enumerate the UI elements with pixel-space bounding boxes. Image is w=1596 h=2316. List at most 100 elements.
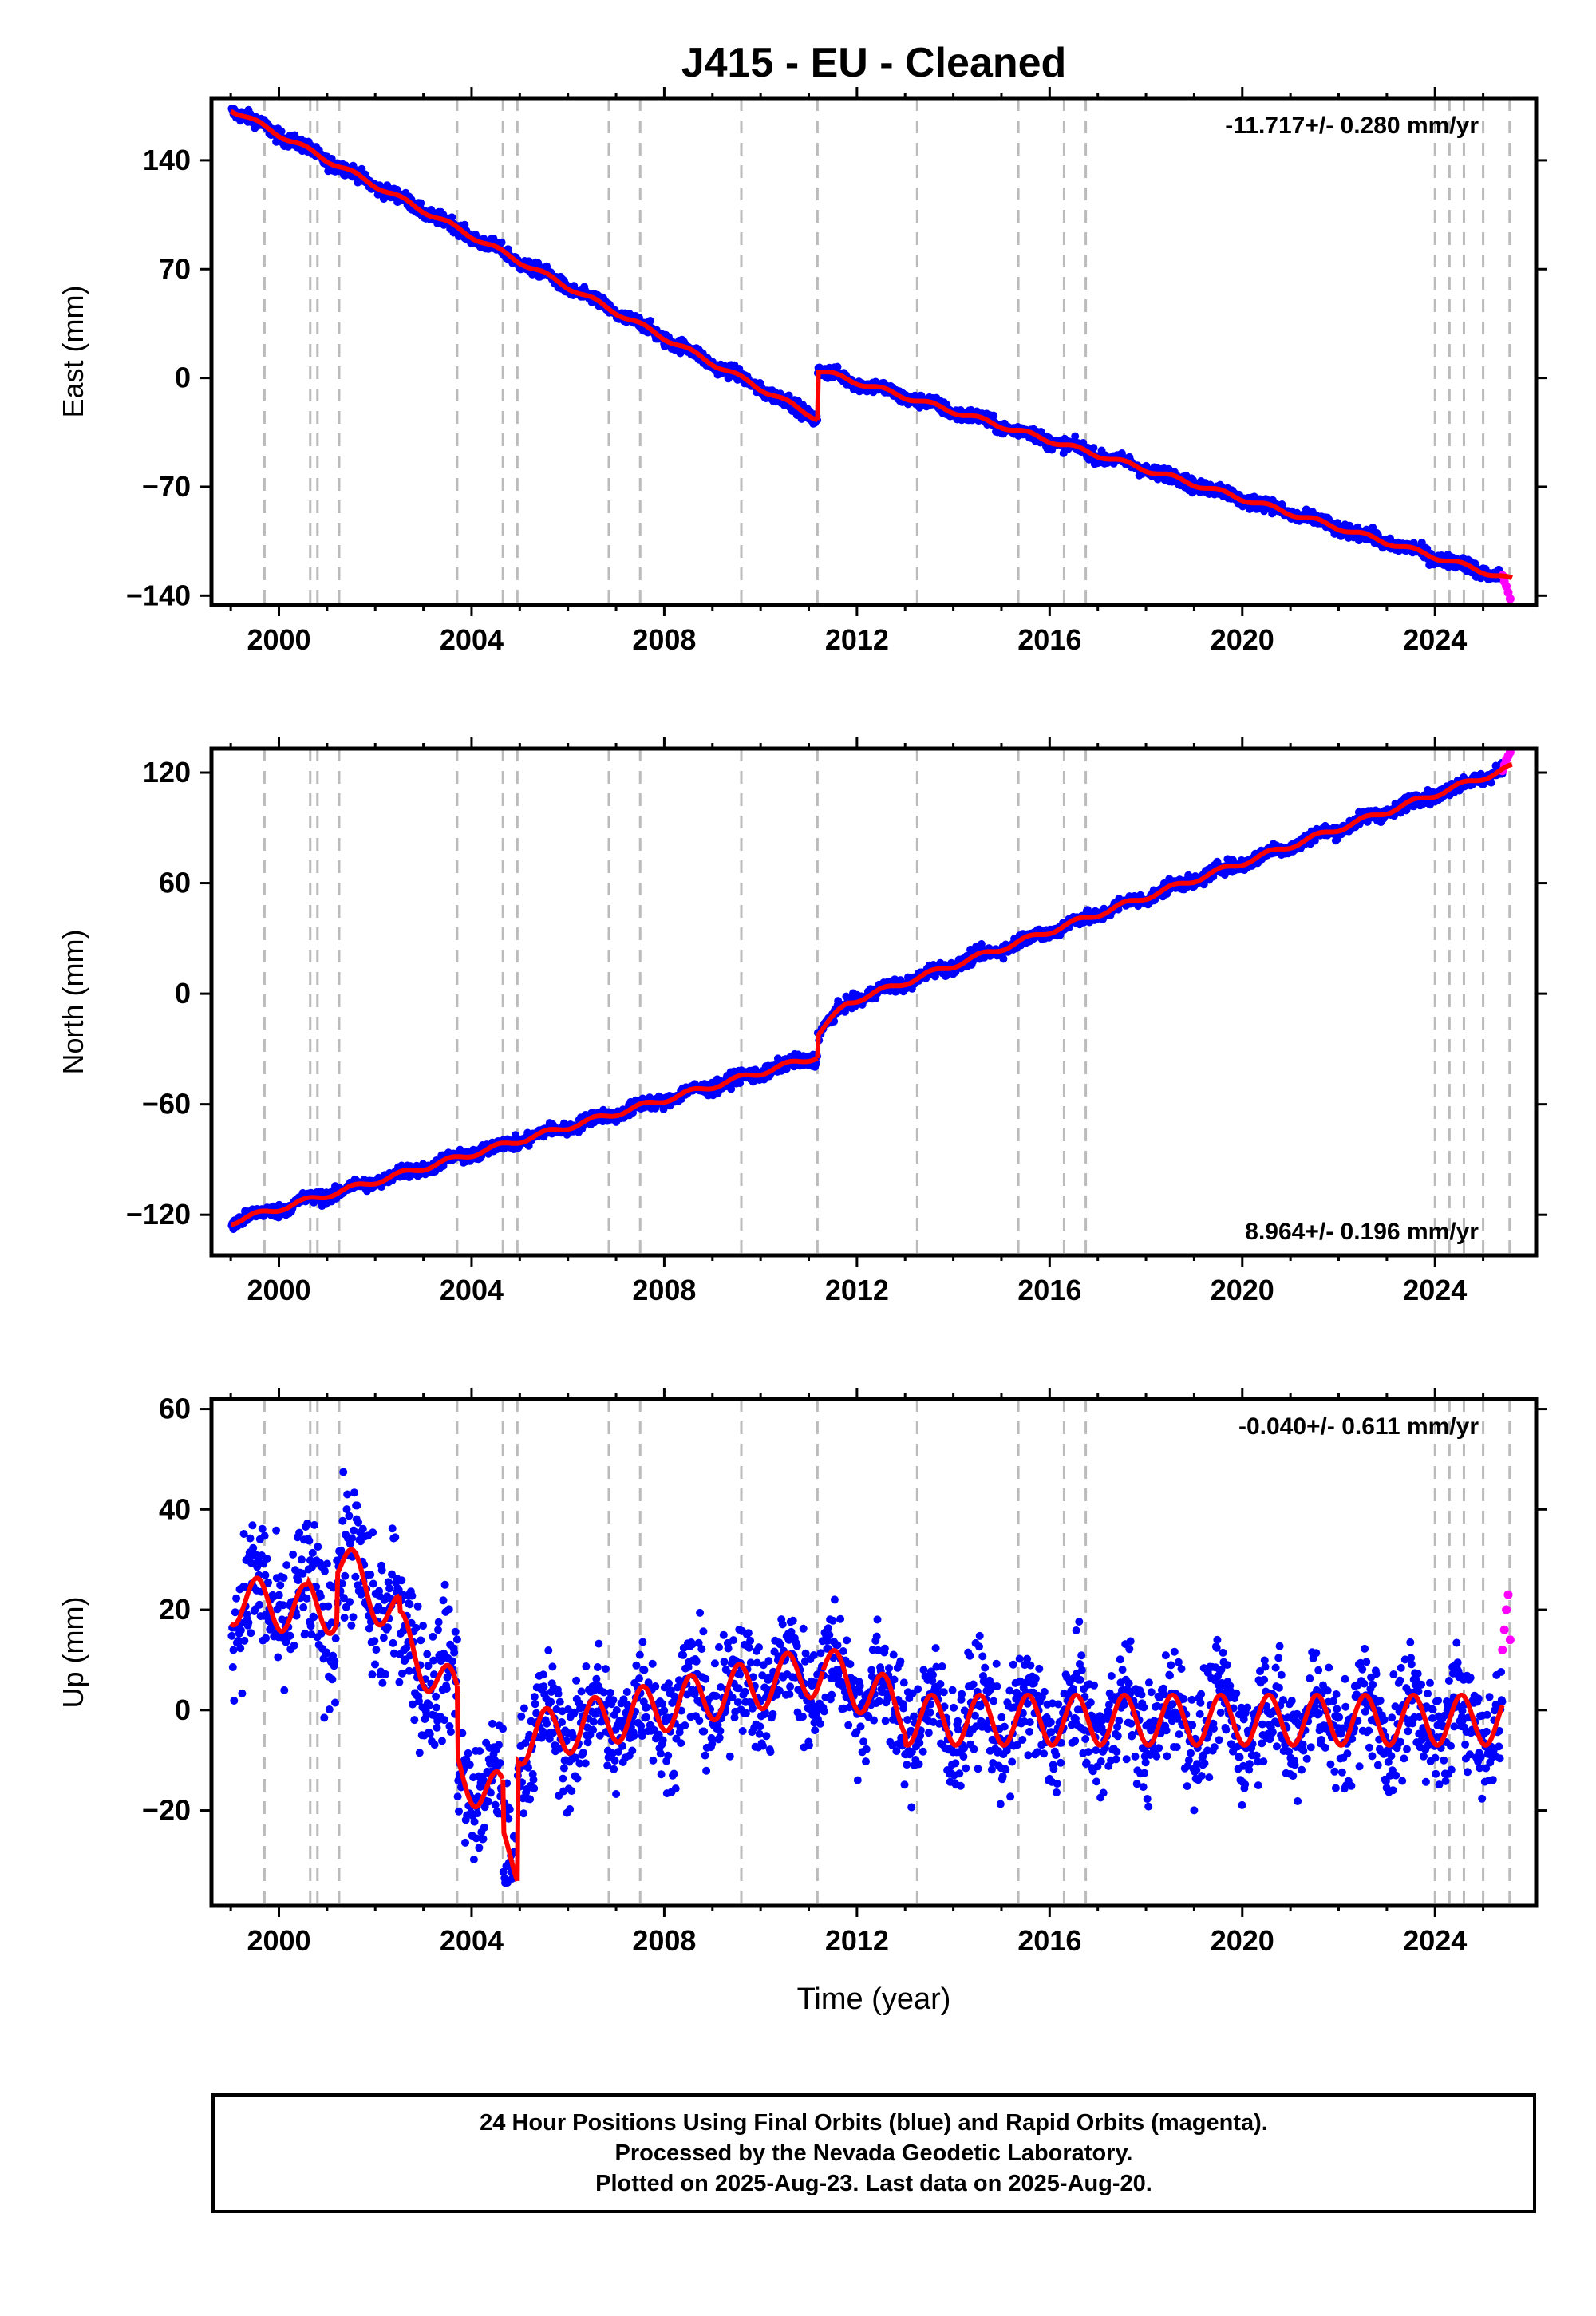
data-point	[350, 1488, 358, 1497]
data-point	[423, 1650, 432, 1658]
data-point	[425, 1701, 434, 1709]
data-point	[398, 1669, 406, 1678]
data-point	[298, 1555, 306, 1564]
model-fit-line	[847, 761, 1513, 1006]
data-point	[1369, 524, 1377, 532]
data-point	[275, 1591, 283, 1599]
data-point	[330, 1657, 339, 1666]
chart-title: J415 - EU - Cleaned	[681, 40, 1067, 86]
data-point	[322, 1559, 331, 1568]
model-fit-line	[229, 109, 819, 423]
data-point	[1089, 444, 1098, 453]
x-tick-label: 2020	[1211, 1274, 1274, 1306]
data-point	[833, 362, 842, 371]
data-point	[433, 1723, 441, 1732]
data-point	[412, 1623, 421, 1632]
data-point	[331, 1698, 339, 1707]
data-point	[310, 1613, 318, 1622]
data-point	[260, 1531, 269, 1540]
data-point	[379, 1634, 388, 1642]
data-point	[417, 1636, 425, 1645]
data-point	[302, 1594, 311, 1603]
data-point	[646, 317, 654, 325]
data-point	[351, 1572, 360, 1581]
data-point	[345, 1512, 354, 1520]
plot-area	[227, 1399, 1515, 1906]
x-tick-label: 2024	[1403, 623, 1467, 656]
data-point	[340, 1614, 349, 1622]
x-tick-label: 2012	[825, 623, 889, 656]
data-point	[240, 1636, 249, 1645]
data-point	[415, 1749, 424, 1757]
data-point	[321, 1567, 329, 1575]
data-point	[341, 1571, 350, 1580]
plot-area	[227, 98, 1515, 605]
final-orbit-points	[227, 105, 1507, 584]
velocity-label: -11.717+/- 0.280 mm/yr	[1225, 113, 1479, 139]
data-point	[274, 1653, 282, 1662]
data-point	[238, 1689, 247, 1697]
data-point	[338, 1516, 347, 1525]
x-tick-label: 2004	[440, 1274, 504, 1306]
data-point	[448, 213, 456, 222]
data-point	[369, 1528, 377, 1537]
x-tick-label: 2000	[247, 623, 310, 656]
data-point	[405, 1600, 414, 1609]
data-point	[277, 127, 286, 136]
data-point	[229, 1646, 238, 1654]
velocity-label: 8.964+/- 0.196 mm/yr	[1245, 1219, 1479, 1245]
final-orbit-points	[227, 1468, 1507, 1906]
data-point	[236, 1626, 245, 1634]
data-point	[231, 1608, 239, 1617]
data-point	[990, 411, 998, 420]
data-point	[397, 1576, 406, 1585]
data-point	[310, 1520, 318, 1529]
data-point	[232, 1594, 241, 1603]
data-point	[328, 1675, 337, 1684]
data-point	[378, 1678, 387, 1687]
y-tick-label: −70	[142, 470, 191, 503]
data-point	[280, 1686, 289, 1694]
y-tick-label: 0	[175, 977, 191, 1010]
data-point	[247, 1629, 255, 1638]
data-point	[314, 1543, 322, 1551]
data-point	[228, 1663, 237, 1671]
data-point	[370, 1637, 379, 1646]
data-point	[377, 1566, 386, 1575]
data-point	[325, 1705, 334, 1713]
data-point	[385, 1584, 394, 1593]
x-tick-label: 2020	[1211, 623, 1274, 656]
data-point	[381, 1670, 389, 1678]
data-point	[408, 1591, 417, 1600]
data-point	[365, 1624, 373, 1633]
data-point	[248, 1521, 257, 1530]
x-tick-label: 2004	[440, 623, 504, 656]
x-tick-label: 2000	[247, 1274, 310, 1306]
model-fit-line	[815, 370, 1513, 580]
data-point	[295, 1528, 304, 1537]
data-point	[303, 1519, 312, 1528]
data-point	[419, 1622, 428, 1630]
data-point	[371, 1660, 379, 1669]
data-point	[372, 1646, 381, 1654]
data-point	[430, 1741, 439, 1749]
x-tick-label: 2008	[632, 1274, 696, 1306]
data-point	[346, 1598, 354, 1607]
data-point	[230, 1697, 239, 1705]
data-point	[294, 1576, 302, 1585]
data-point	[429, 1632, 437, 1641]
data-point	[417, 199, 425, 207]
data-point	[286, 1631, 294, 1640]
y-tick-label: 60	[159, 867, 191, 899]
east-panel: 2000 2004 2008 2012 2016 2020 2024140700−70−14…	[57, 87, 1547, 656]
data-point	[425, 1729, 434, 1738]
data-point	[366, 1571, 375, 1579]
y-axis-label: East (mm)	[57, 286, 89, 418]
data-point	[1071, 432, 1080, 441]
data-point	[353, 1501, 361, 1510]
north-panel: 2000 2004 2008 2012 2016 2020 2024120600−60−12…	[57, 737, 1547, 1306]
y-tick-label: −120	[126, 1198, 191, 1231]
data-point	[331, 1634, 340, 1643]
data-point	[343, 1490, 352, 1499]
data-point	[413, 1602, 422, 1611]
